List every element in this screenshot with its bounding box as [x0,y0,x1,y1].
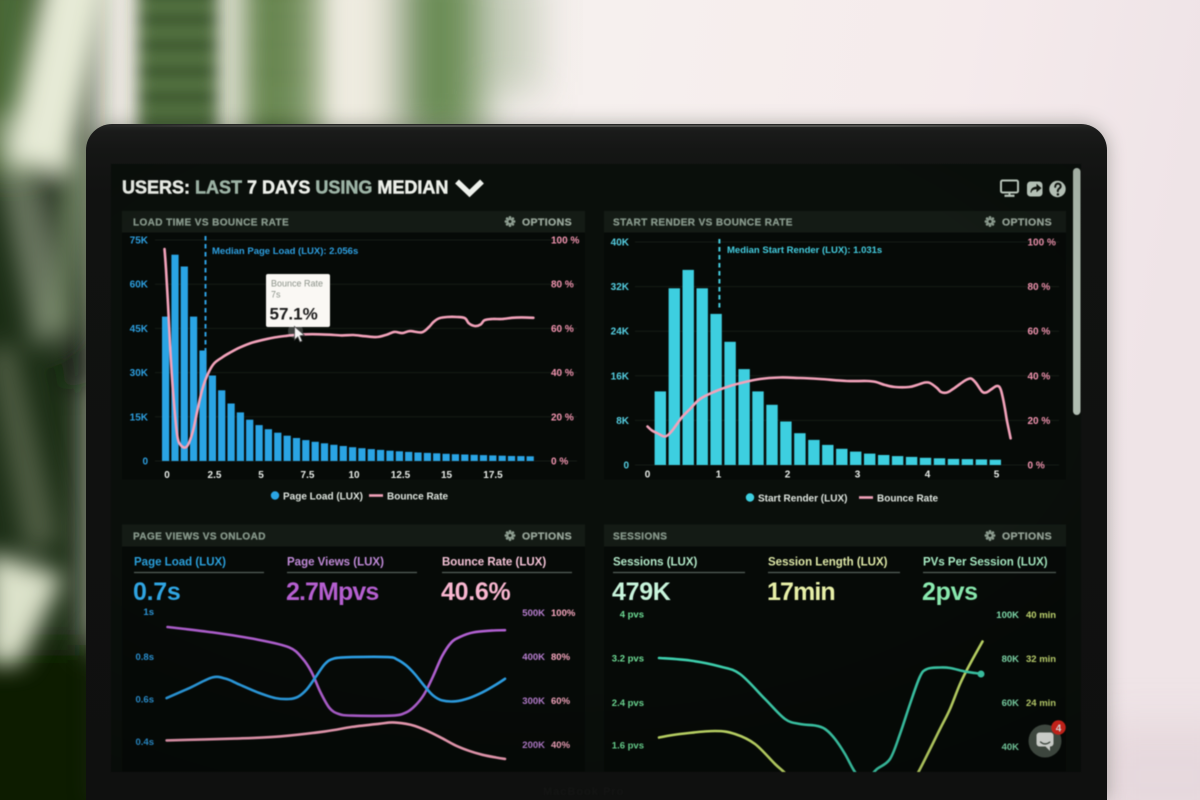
svg-text:100K: 100K [996,610,1019,621]
svg-text:15K: 15K [130,412,149,423]
svg-text:30K: 30K [130,368,149,379]
svg-text:4: 4 [925,470,931,481]
svg-text:PAGE VIEWS VS ONLOAD: PAGE VIEWS VS ONLOAD [133,532,266,543]
svg-text:Bounce Rate (LUX): Bounce Rate (LUX) [442,557,546,569]
svg-text:OPTIONS: OPTIONS [1002,217,1052,229]
svg-text:Page Load (LUX): Page Load (LUX) [134,557,226,569]
svg-text:80 %: 80 % [1028,282,1051,293]
svg-text:60%: 60% [551,696,571,707]
svg-text:OPTIONS: OPTIONS [522,531,572,543]
svg-text:PVs Per Session (LUX): PVs Per Session (LUX) [923,557,1048,569]
svg-text:1.6 pvs: 1.6 pvs [612,741,644,752]
svg-text:0: 0 [142,457,148,468]
svg-text:60 %: 60 % [551,324,574,335]
svg-text:8K: 8K [616,416,630,427]
svg-text:2.4 pvs: 2.4 pvs [612,698,644,709]
svg-text:40K: 40K [1002,742,1020,753]
svg-text:100 %: 100 % [551,236,579,247]
svg-text:Bounce Rate: Bounce Rate [387,492,449,503]
svg-text:USERS: LAST 7 DAYS USING MEDIA: USERS: LAST 7 DAYS USING MEDIAN [122,178,448,198]
svg-text:OPTIONS: OPTIONS [1002,531,1052,543]
svg-text:60 %: 60 % [1028,327,1051,338]
svg-text:15: 15 [441,470,453,481]
svg-text:0.7s: 0.7s [133,578,180,606]
svg-text:40 %: 40 % [551,368,574,379]
svg-text:0 %: 0 % [1028,461,1045,472]
svg-text:2.7Mpvs: 2.7Mpvs [286,578,378,606]
svg-text:Page Views (LUX): Page Views (LUX) [287,557,384,569]
svg-text:0: 0 [164,470,170,481]
svg-text:0.6s: 0.6s [136,695,155,706]
svg-text:Median Page Load (LUX): 2.056s: Median Page Load (LUX): 2.056s [212,246,358,257]
svg-text:80K: 80K [1002,654,1020,665]
svg-text:10: 10 [348,470,360,481]
svg-text:17min: 17min [767,578,835,606]
svg-text:1s: 1s [143,607,154,618]
svg-text:75K: 75K [130,236,149,247]
svg-text:32 min: 32 min [1026,654,1056,665]
svg-text:40.6%: 40.6% [441,578,510,606]
svg-text:40K: 40K [611,238,630,249]
svg-text:Page Load (LUX): Page Load (LUX) [283,492,363,503]
svg-text:0: 0 [623,461,629,472]
svg-text:START RENDER VS BOUNCE RATE: START RENDER VS BOUNCE RATE [613,218,793,229]
svg-text:100 %: 100 % [1028,238,1056,249]
svg-text:500K: 500K [522,608,545,619]
svg-text:12.5: 12.5 [391,470,411,481]
svg-text:SESSIONS: SESSIONS [613,532,667,543]
svg-text:200K: 200K [522,740,545,751]
svg-text:100%: 100% [551,608,576,619]
svg-text:17.5: 17.5 [483,470,503,481]
svg-text:24K: 24K [611,327,630,338]
svg-text:7s: 7s [271,290,281,300]
svg-text:300K: 300K [522,696,545,707]
svg-text:60K: 60K [130,280,149,291]
svg-text:Bounce Rate: Bounce Rate [877,494,939,505]
svg-text:4 pvs: 4 pvs [620,610,644,621]
svg-text:Bounce Rate: Bounce Rate [271,279,323,289]
svg-text:20 %: 20 % [551,412,574,423]
svg-text:OPTIONS: OPTIONS [522,217,572,229]
svg-text:5: 5 [994,470,1000,481]
svg-text:57.1%: 57.1% [270,305,318,324]
svg-text:40 %: 40 % [1028,371,1051,382]
svg-text:40%: 40% [551,740,571,751]
svg-text:0 %: 0 % [551,457,568,468]
svg-text:4: 4 [1056,723,1062,734]
svg-text:16K: 16K [611,371,630,382]
svg-text:45K: 45K [130,324,149,335]
svg-text:400K: 400K [522,652,545,663]
svg-text:5: 5 [258,470,264,481]
svg-text:0.4s: 0.4s [136,737,155,748]
svg-text:7.5: 7.5 [301,470,315,481]
svg-text:3: 3 [855,470,861,481]
svg-text:24 min: 24 min [1026,698,1056,709]
svg-text:60K: 60K [1002,698,1020,709]
svg-text:80%: 80% [551,652,571,663]
svg-text:2.5: 2.5 [208,470,222,481]
svg-text:1: 1 [716,470,722,481]
svg-text:40 min: 40 min [1026,610,1056,621]
svg-text:2: 2 [785,470,791,481]
svg-text:Start Render (LUX): Start Render (LUX) [758,494,847,505]
svg-text:479K: 479K [612,578,671,606]
svg-text:LOAD TIME VS BOUNCE RATE: LOAD TIME VS BOUNCE RATE [133,218,289,229]
svg-text:32K: 32K [611,282,630,293]
svg-text:Session Length (LUX): Session Length (LUX) [768,557,888,569]
svg-text:3.2 pvs: 3.2 pvs [612,654,644,665]
svg-text:80 %: 80 % [551,280,574,291]
svg-text:0.8s: 0.8s [136,652,155,663]
svg-text:20 %: 20 % [1028,416,1051,427]
svg-text:Median Start Render (LUX): 1.0: Median Start Render (LUX): 1.031s [727,245,882,256]
svg-text:Sessions (LUX): Sessions (LUX) [613,557,698,569]
svg-text:2pvs: 2pvs [922,578,978,606]
svg-text:0: 0 [645,470,651,481]
